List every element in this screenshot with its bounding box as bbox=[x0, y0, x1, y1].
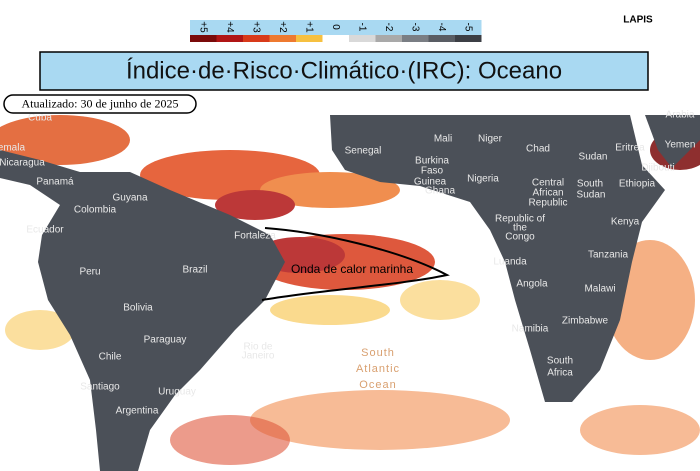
place-label: Namibia bbox=[512, 324, 549, 335]
place-label: Angola bbox=[516, 279, 548, 290]
place-label: the bbox=[513, 223, 527, 234]
legend-label: +1 bbox=[304, 21, 315, 33]
place-label: Panamá bbox=[36, 177, 74, 188]
legend-label: +2 bbox=[277, 21, 288, 33]
heatwave-outline bbox=[261, 227, 450, 301]
place-label: Republic bbox=[529, 198, 568, 209]
place-label: Colombia bbox=[74, 205, 117, 216]
place-label: Bolivia bbox=[123, 303, 153, 314]
legend-swatch bbox=[402, 35, 429, 42]
legend-swatch bbox=[216, 35, 243, 42]
legend-label: -2 bbox=[383, 23, 394, 32]
place-label: Peru bbox=[79, 267, 100, 278]
legend-label: +3 bbox=[251, 21, 262, 33]
place-label: Sudan bbox=[579, 152, 608, 163]
ocean-label: Ocean bbox=[359, 379, 396, 391]
place-label: Guyana bbox=[112, 193, 147, 204]
place-label: Africa bbox=[547, 368, 573, 379]
place-label: Djibouti bbox=[641, 163, 674, 174]
place-label: Tanzania bbox=[588, 250, 628, 261]
title-box bbox=[39, 51, 649, 91]
legend-label: -1 bbox=[357, 23, 368, 32]
place-label: Yemen bbox=[665, 140, 696, 151]
ocean-label: Atlantic bbox=[356, 363, 400, 375]
legend-bg bbox=[190, 20, 482, 35]
place-label: Ghana bbox=[425, 186, 455, 197]
legend-label: +5 bbox=[198, 21, 209, 33]
legend-swatch bbox=[322, 35, 349, 42]
place-label: Fortaleza bbox=[234, 231, 276, 242]
place-label: Malawi bbox=[584, 284, 615, 295]
legend-swatch bbox=[349, 35, 376, 42]
place-label: Ethiopia bbox=[619, 179, 656, 190]
place-label: South bbox=[547, 356, 573, 367]
place-label: Arabia bbox=[666, 110, 695, 121]
legend-swatch bbox=[296, 35, 323, 42]
ocean-label: South bbox=[361, 347, 395, 359]
logo: LAPIS bbox=[623, 15, 653, 26]
place-label: Paraguay bbox=[144, 335, 187, 346]
place-label: Uruguay bbox=[158, 387, 196, 398]
place-label: Ecuador bbox=[26, 225, 64, 236]
place-label: Guinea bbox=[414, 177, 447, 188]
place-label: Faso bbox=[421, 166, 444, 177]
annotation: Onda de calor marinha bbox=[291, 262, 413, 276]
place-label: Congo bbox=[505, 232, 535, 243]
land bbox=[0, 115, 700, 471]
place-label: Mali bbox=[434, 134, 452, 145]
place-label: Kenya bbox=[611, 217, 640, 228]
place-label: temala bbox=[0, 143, 25, 154]
place-label: Niger bbox=[478, 134, 503, 145]
legend-label: +4 bbox=[224, 21, 235, 33]
legend-swatch bbox=[190, 35, 217, 42]
legend-swatch bbox=[243, 35, 270, 42]
legend-label: -5 bbox=[463, 23, 474, 32]
place-label: Nicaragua bbox=[0, 158, 45, 169]
legend-label: 0 bbox=[330, 24, 341, 30]
legend-swatch bbox=[269, 35, 296, 42]
place-label: Rio de bbox=[244, 342, 273, 353]
date: Atualizado: 30 de junho de 2025 bbox=[22, 96, 179, 110]
place-label: Burkina bbox=[415, 156, 449, 167]
place-label: Central bbox=[532, 178, 564, 189]
place-label: Republic of bbox=[495, 214, 545, 225]
place-label: South bbox=[577, 179, 603, 190]
place-label: Brazil bbox=[182, 265, 207, 276]
legend-label: -4 bbox=[436, 23, 447, 32]
place-label: African bbox=[532, 188, 563, 199]
place-label: Santiago bbox=[80, 382, 120, 393]
place-label: Zimbabwe bbox=[562, 316, 609, 327]
legend-swatch bbox=[428, 35, 455, 42]
place-label: Argentina bbox=[116, 406, 159, 417]
place-label: Sudan bbox=[577, 190, 606, 201]
place-label: Chad bbox=[526, 144, 550, 155]
legend-label: -3 bbox=[410, 23, 421, 32]
legend-swatch bbox=[455, 35, 482, 42]
date-box bbox=[3, 94, 197, 114]
place-label: Senegal bbox=[345, 146, 382, 157]
place-label: Chile bbox=[99, 352, 122, 363]
place-label: Cuba bbox=[28, 113, 52, 124]
legend-swatch bbox=[375, 35, 402, 42]
place-label: Janeiro bbox=[242, 351, 275, 362]
place-label: Nigeria bbox=[467, 174, 499, 185]
title: Índice·de·Risco·Climático·(IRC): Oceano bbox=[126, 57, 562, 84]
place-label: Luanda bbox=[493, 257, 527, 268]
place-label: Eritrea bbox=[615, 143, 645, 154]
